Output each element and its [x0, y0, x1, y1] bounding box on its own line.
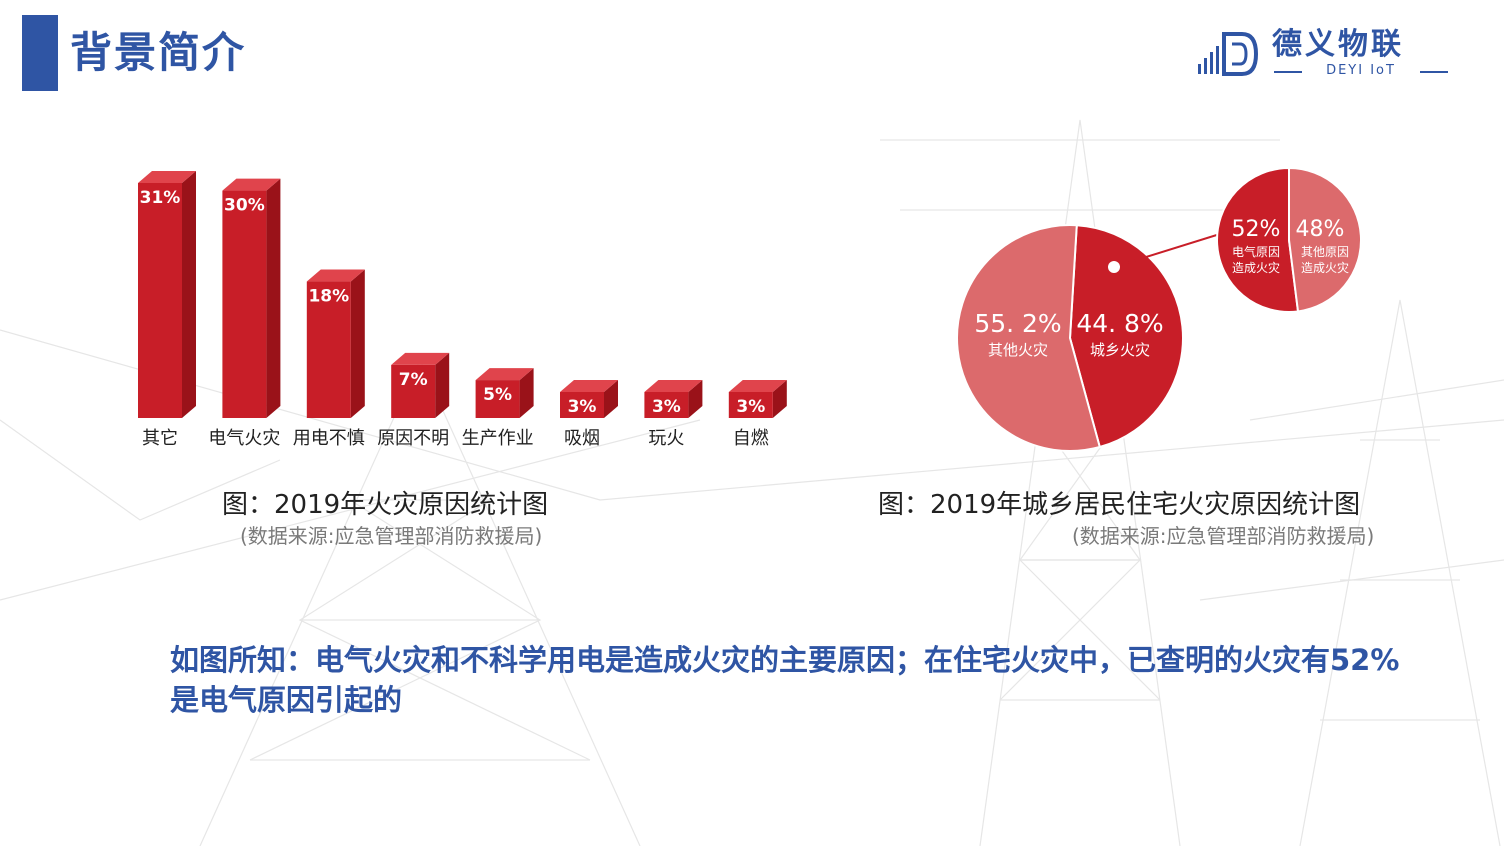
- bar-value-label: 18%: [308, 287, 349, 307]
- title-accent-bar: [22, 15, 58, 91]
- pie-chart-source: (数据来源:应急管理部消防救援局): [1072, 524, 1375, 548]
- bar: [391, 364, 436, 418]
- bar-value-label: 3%: [568, 397, 597, 417]
- bar-side: [266, 178, 281, 418]
- bar-top: [560, 380, 618, 392]
- pie-value-label: 55. 2%: [974, 309, 1061, 338]
- bar-category-label: 生产作业: [462, 428, 534, 449]
- page-title: 背景简介: [70, 28, 247, 77]
- pie-slice: [956, 224, 1102, 452]
- bar: [138, 183, 182, 418]
- conclusion-text: 如图所知：电气火灾和不科学用电是造成火灾的主要原因；在住宅火灾中，已查明的火灾有…: [170, 643, 1400, 717]
- bar-category-label: 电气火灾: [208, 428, 280, 449]
- bar-top: [644, 380, 703, 392]
- bar-side: [772, 380, 787, 418]
- bar-side: [435, 352, 450, 418]
- pie-slice: [1216, 166, 1300, 313]
- connector-dot: [1108, 261, 1120, 273]
- bar-top: [306, 269, 365, 282]
- pie-slice-label: 造成火灾: [1232, 260, 1280, 275]
- bar: [728, 392, 773, 418]
- pie-value-label: 48%: [1296, 217, 1345, 242]
- bar-side: [182, 171, 196, 418]
- bar-value-label: 31%: [140, 188, 181, 208]
- bar-value-label: 3%: [652, 397, 681, 417]
- bar-side: [604, 380, 618, 418]
- pie-slice-label: 其他原因: [1301, 245, 1349, 259]
- bar: [644, 392, 689, 418]
- bar-value-label: 30%: [224, 196, 265, 216]
- deyi-logo-icon: [1198, 32, 1259, 76]
- bar-category-label: 其它: [142, 428, 178, 449]
- bar-category-label: 用电不慎: [293, 428, 365, 449]
- logo-subtitle: DEYI IoT: [1274, 63, 1448, 78]
- bar-chart-source: (数据来源:应急管理部消防救援局): [240, 524, 543, 548]
- pie-slice-label: 造成火灾: [1301, 260, 1349, 275]
- pie-slice-label: 城乡火灾: [1090, 341, 1150, 359]
- pie-value-label: 44. 8%: [1076, 309, 1163, 338]
- bar-category-label: 吸烟: [564, 428, 600, 449]
- pie-slice-label: 其他火灾: [988, 341, 1048, 359]
- bar-chart-caption: 图：2019年火灾原因统计图: [222, 490, 549, 520]
- bar-top: [138, 171, 196, 183]
- bar-top: [475, 368, 534, 381]
- pie-slice: [1068, 224, 1184, 449]
- bar-side: [519, 368, 534, 418]
- bar-side: [350, 269, 365, 418]
- bar-side: [688, 380, 703, 418]
- bar: [306, 281, 351, 418]
- bar: [475, 380, 520, 418]
- bar-value-label: 7%: [399, 370, 428, 390]
- pie-slice-label: 电气原因: [1232, 244, 1280, 259]
- bar-top: [728, 380, 787, 392]
- logo-name: 德义物联: [1272, 27, 1404, 62]
- pie-chart-caption: 图：2019年城乡居民住宅火灾原因统计图: [878, 490, 1361, 520]
- bar-value-label: 3%: [736, 397, 765, 417]
- bar-category-label: 自燃: [733, 428, 769, 449]
- bar-top: [222, 178, 281, 191]
- bar-category-label: 玩火: [648, 428, 684, 449]
- bar: [222, 190, 267, 418]
- pie-slice: [1288, 166, 1362, 313]
- bar-value-label: 5%: [483, 385, 512, 405]
- pie-value-label: 52%: [1232, 217, 1281, 242]
- bar-top: [391, 352, 450, 365]
- bar: [560, 392, 604, 418]
- bar-category-label: 原因不明: [377, 428, 449, 449]
